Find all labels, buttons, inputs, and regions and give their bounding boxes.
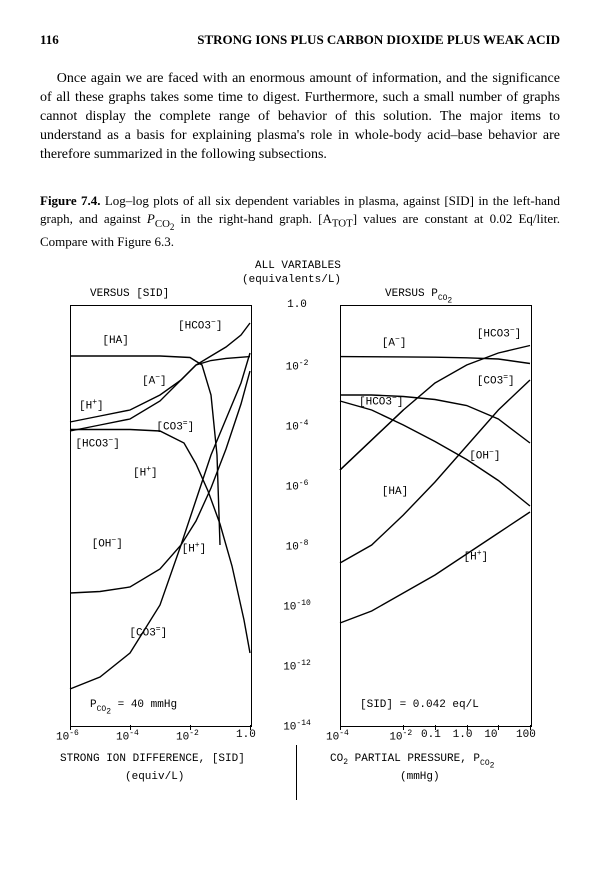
figure-7-4: ALL VARIABLES VERSUS [SID] (equivalents/L)… <box>40 260 560 820</box>
right-x-tick: 1.0 <box>453 729 473 741</box>
left-x-tick: 10-6 <box>56 729 79 744</box>
left-x-units: (equiv/L) <box>125 771 184 783</box>
curve-label-OH: [OH−] <box>469 448 500 463</box>
right-x-tick: 10-2 <box>389 729 412 744</box>
curve-label-CO3: [CO3=] <box>477 373 515 388</box>
curve-label-A: [A−] <box>142 373 167 388</box>
center-divider <box>296 745 297 800</box>
left-plot-title: VERSUS [SID] <box>90 288 169 300</box>
y-tick-label: 10-14 <box>272 719 322 734</box>
left-x-tick: 10-2 <box>176 729 199 744</box>
right-plot-title: VERSUS PCO2 <box>385 288 452 305</box>
y-units-label: (equivalents/L) <box>242 274 341 286</box>
running-header: 116 STRONG IONS PLUS CARBON DIOXIDE PLUS… <box>40 32 560 48</box>
curve-label-HA: [HA] <box>102 335 128 347</box>
curve-label-OH: [OH−] <box>92 536 123 551</box>
right-x-tick: 10-4 <box>326 729 349 744</box>
page-number: 116 <box>40 32 59 48</box>
left-box-note: PCO2 = 40 mmHg <box>90 699 177 716</box>
y-tick-label: 10-2 <box>272 359 322 374</box>
body-paragraph: Once again we are faced with an enormous… <box>40 70 560 164</box>
running-head: STRONG IONS PLUS CARBON DIOXIDE PLUS WEA… <box>197 32 560 48</box>
y-tick-label: 10-10 <box>272 599 322 614</box>
extra-label-1: [H+] <box>133 465 158 480</box>
curve-label-HCO3: [HCO3−] <box>178 318 222 333</box>
left-x-label: STRONG ION DIFFERENCE, [SID] <box>60 753 245 765</box>
left-x-tick: 10-4 <box>116 729 139 744</box>
curve-label-A: [A−] <box>382 335 407 350</box>
right-x-tick: 0.1 <box>421 729 441 741</box>
right-box-note: [SID] = 0.042 eq/L <box>360 699 479 711</box>
figure-caption: Figure 7.4. Log–log plots of all six dep… <box>40 192 560 250</box>
extra-label-3: [CO3=] <box>129 625 167 640</box>
y-tick-label: 1.0 <box>272 299 322 311</box>
curve-label-HCO3b: [HCO3−] <box>359 394 403 409</box>
curve-label-HCO3: [HCO3−] <box>477 326 521 341</box>
y-tick-label: 10-4 <box>272 419 322 434</box>
y-tick-label: 10-12 <box>272 659 322 674</box>
curve-OH <box>340 401 530 506</box>
curve-label-Hplus: [H+] <box>79 398 104 413</box>
y-tick-label: 10-8 <box>272 539 322 554</box>
curve-label-CO3: [CO3=] <box>156 419 194 434</box>
caption-lead: Figure 7.4. <box>40 193 100 208</box>
extra-label-0: [HCO3−] <box>75 436 119 451</box>
curve-HCO3b <box>340 410 403 470</box>
curve-A <box>340 357 530 364</box>
right-x-units: (mmHg) <box>400 771 440 783</box>
curve-Hplus <box>340 512 530 623</box>
curve-label-Hplus: [H+] <box>464 549 489 564</box>
right-x-label: CO2 PARTIAL PRESSURE, PCO2 <box>330 753 494 770</box>
figure-supertitle: ALL VARIABLES <box>255 260 341 272</box>
left-x-tick: 1.0 <box>236 729 256 741</box>
right-x-tick: 100 <box>516 729 536 741</box>
right-x-tick: 10 <box>484 729 497 741</box>
y-tick-label: 10-6 <box>272 479 322 494</box>
extra-label-2: [H+] <box>182 541 207 556</box>
curve-label-HA: [HA] <box>382 486 408 498</box>
